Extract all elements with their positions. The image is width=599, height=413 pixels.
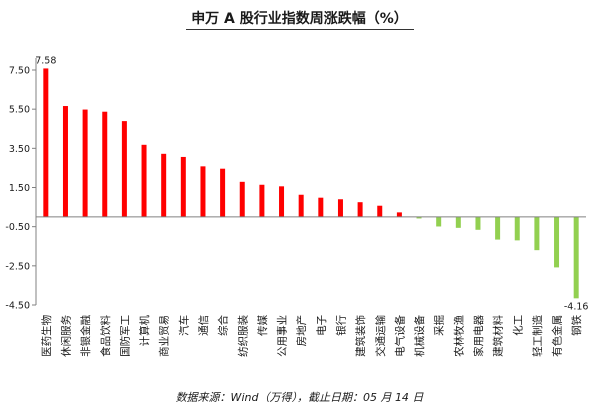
bar-22 [455, 216, 461, 228]
category-label: 国防军工 [118, 315, 131, 357]
bar-28 [573, 216, 579, 299]
bar-6 [141, 144, 147, 217]
category-label: 公用事业 [276, 315, 289, 357]
bar-16 [337, 199, 343, 217]
bar-4 [102, 111, 108, 217]
bar-12 [259, 184, 265, 217]
labels-layer: 医药生物 休闲服务 非银金融 食品饮料 国防军工 计算机 商业贸易 汽车 通信 综合 纺织服装 传媒公… [35, 55, 588, 356]
bar-19 [396, 212, 402, 217]
category-label: 采掘 [433, 315, 446, 336]
category-label: 纺织服装 [236, 314, 249, 356]
bar-15 [318, 197, 324, 217]
category-label: 轻工制造 [531, 314, 544, 356]
y-tick-label: -4.50 [5, 301, 30, 312]
category-label: 计算机 [138, 314, 151, 346]
y-tick-label: 3.50 [9, 144, 30, 155]
category-label: 非银金融 [79, 314, 92, 356]
y-tick-label: -2.50 [5, 261, 30, 272]
bar-14 [298, 194, 304, 217]
bar-21 [436, 216, 442, 227]
bar-11 [239, 181, 245, 217]
category-label: 银行 [334, 314, 347, 335]
y-tick-label: -0.50 [5, 222, 30, 233]
category-label: 建筑材料 [492, 314, 505, 356]
category-label: 通信 [198, 315, 210, 336]
bar-24 [495, 216, 501, 240]
bar-1 [43, 68, 49, 217]
bar-18 [377, 205, 383, 217]
title-underline [186, 29, 414, 30]
data-label: 7.58 [35, 55, 56, 66]
bar-27 [554, 216, 560, 268]
category-label: 电气设备 [393, 314, 406, 356]
y-tick-label: 5.50 [9, 105, 30, 116]
category-label: 家用电器 [472, 314, 485, 356]
y-tick-label: 7.50 [9, 66, 30, 77]
category-label: 休闲服务 [59, 314, 72, 356]
category-label: 汽车 [177, 315, 190, 336]
category-label: 综合 [217, 314, 230, 335]
source-note: 数据来源：Wind（万得），截止日期：05 月 14 日 [175, 391, 424, 404]
bar-26 [534, 216, 540, 251]
category-label: 商业贸易 [158, 315, 171, 357]
axis-layer: 7.50 5.50 3.50 1.50 -0.50 -2.50 -4.50 [5, 58, 586, 312]
bar-3 [82, 109, 88, 217]
bar-2 [62, 106, 68, 217]
data-label: -4.16 [564, 301, 589, 312]
category-label: 化工 [511, 315, 524, 336]
category-label: 机械设备 [413, 314, 426, 356]
bar-8 [180, 156, 186, 217]
bar-13 [279, 186, 285, 217]
category-label: 交通运输 [374, 314, 387, 356]
chart-title: 申万 A 股行业指数周涨跌幅（%） [191, 11, 408, 27]
category-label: 房地产 [295, 315, 308, 347]
category-label: 医药生物 [40, 315, 53, 357]
bar-10 [220, 168, 226, 217]
category-label: 电子 [315, 315, 328, 336]
bar-20 [416, 216, 422, 219]
category-label: 农林牧渔 [452, 315, 465, 357]
bar-5 [121, 121, 127, 217]
category-label: 有色金属 [551, 315, 564, 357]
category-label: 传媒 [256, 314, 269, 335]
bar-17 [357, 202, 363, 217]
bar-7 [161, 153, 167, 217]
y-tick-label: 1.50 [9, 183, 30, 194]
bars-layer [43, 68, 579, 299]
bar-9 [200, 166, 206, 217]
category-label: 建筑装饰 [354, 315, 367, 357]
category-label: 食品饮料 [99, 314, 112, 356]
category-label: 钢铁 [570, 314, 583, 335]
bar-25 [514, 216, 520, 241]
bar-23 [475, 216, 481, 230]
